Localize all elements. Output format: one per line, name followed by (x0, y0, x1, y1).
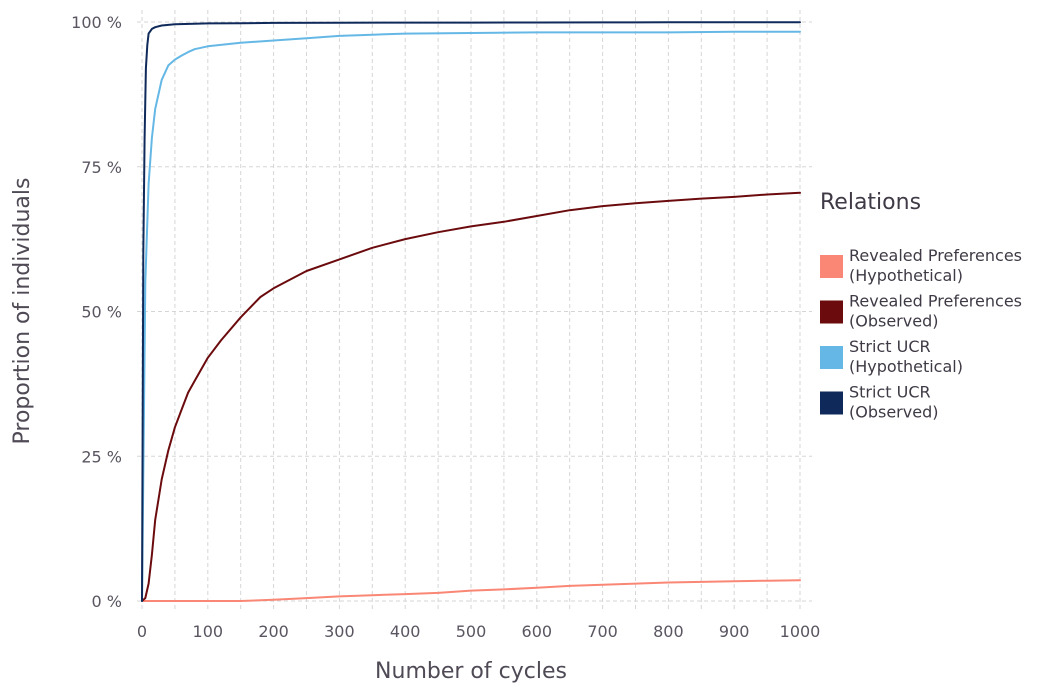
legend-label-line2: (Observed) (849, 403, 938, 422)
legend-items: Revealed Preferences(Hypothetical)Reveal… (820, 246, 1022, 422)
tick-labels: 0 100 200 300 400 500 600 700 800 900 1000 0 % 25 % 5… (71, 13, 820, 641)
legend-swatch (820, 391, 843, 415)
legend-title: Relations (820, 190, 921, 215)
series-line-3 (141, 30, 801, 602)
y-tick-label: 50 % (81, 303, 122, 322)
x-tick-label: 200 (258, 622, 289, 641)
series-line-1 (141, 579, 801, 602)
x-tick-label: 300 (324, 622, 355, 641)
x-tick-label: 700 (587, 622, 618, 641)
x-tick-label: 100 (193, 622, 224, 641)
legend-label-line1: Revealed Preferences (849, 292, 1022, 311)
series-line-4 (141, 21, 801, 602)
x-tick-label: 900 (719, 622, 750, 641)
y-tick-label: 75 % (81, 158, 122, 177)
x-tick-label: 800 (653, 622, 684, 641)
y-tick-label: 25 % (81, 447, 122, 466)
series-lines (141, 21, 801, 602)
legend-label-line1: Strict UCR (849, 383, 931, 402)
legend-swatch (820, 300, 843, 324)
legend-label-line1: Revealed Preferences (849, 246, 1022, 265)
x-axis-title: Number of cycles (375, 659, 567, 683)
legend-swatch (820, 346, 843, 369)
legend-label-line2: (Hypothetical) (849, 266, 963, 285)
legend-label-line2: (Observed) (849, 312, 938, 331)
grid-lines (137, 10, 812, 609)
legend: Relations Revealed Preferences(Hypotheti… (820, 190, 1022, 422)
y-tick-label: 100 % (71, 13, 122, 32)
x-tick-label: 400 (390, 622, 421, 641)
y-axis-title: Proportion of individuals (10, 178, 35, 445)
series-line-2 (141, 191, 801, 602)
x-tick-label: 1000 (780, 622, 821, 641)
legend-label-line1: Strict UCR (849, 337, 931, 356)
x-tick-label: 0 (137, 622, 147, 641)
y-tick-label: 0 % (92, 592, 122, 611)
legend-label-line2: (Hypothetical) (849, 357, 963, 376)
x-tick-label: 500 (456, 622, 487, 641)
x-tick-label: 600 (522, 622, 553, 641)
legend-swatch (820, 255, 843, 278)
